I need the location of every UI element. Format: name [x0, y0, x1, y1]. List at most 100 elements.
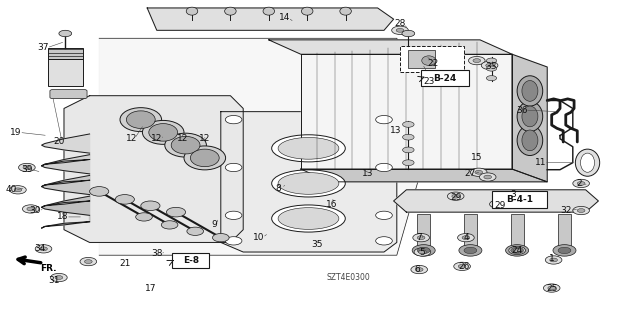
Text: 37: 37: [38, 43, 49, 52]
Text: 10: 10: [253, 233, 265, 242]
Polygon shape: [147, 8, 394, 30]
Bar: [464, 214, 477, 249]
Circle shape: [376, 163, 392, 172]
Circle shape: [166, 207, 186, 217]
Circle shape: [468, 56, 485, 65]
Circle shape: [141, 201, 160, 211]
Ellipse shape: [191, 149, 219, 167]
Circle shape: [161, 221, 178, 229]
Text: 25: 25: [546, 284, 557, 293]
Text: 6: 6: [415, 265, 420, 274]
Circle shape: [84, 260, 92, 263]
Text: 2: 2: [577, 179, 582, 188]
Text: 29: 29: [495, 201, 506, 210]
Text: 11: 11: [535, 158, 547, 167]
Circle shape: [417, 236, 425, 240]
Text: 17: 17: [145, 284, 156, 293]
Text: 24: 24: [511, 246, 523, 255]
Ellipse shape: [142, 121, 184, 145]
Circle shape: [481, 61, 498, 70]
Circle shape: [452, 194, 460, 198]
Text: 14: 14: [279, 13, 291, 22]
Circle shape: [473, 59, 481, 63]
Text: 20: 20: [53, 137, 65, 146]
Circle shape: [458, 234, 474, 242]
Polygon shape: [99, 38, 435, 255]
Circle shape: [577, 182, 585, 185]
Text: 30: 30: [29, 206, 41, 215]
Text: 21: 21: [119, 259, 131, 268]
Circle shape: [545, 256, 562, 264]
Ellipse shape: [272, 135, 346, 162]
Circle shape: [35, 245, 52, 253]
Ellipse shape: [278, 173, 339, 194]
Circle shape: [486, 63, 493, 67]
Circle shape: [553, 245, 576, 256]
Ellipse shape: [272, 205, 346, 232]
Text: 34: 34: [34, 244, 45, 253]
Ellipse shape: [575, 149, 600, 176]
Circle shape: [19, 163, 35, 172]
Circle shape: [403, 147, 414, 153]
Bar: [511, 214, 524, 249]
Polygon shape: [64, 96, 243, 242]
Circle shape: [417, 247, 430, 254]
Circle shape: [513, 249, 521, 252]
Circle shape: [90, 187, 109, 196]
Ellipse shape: [517, 125, 543, 155]
Polygon shape: [221, 112, 397, 252]
Circle shape: [486, 66, 497, 71]
Circle shape: [187, 227, 204, 235]
Ellipse shape: [184, 146, 226, 170]
Circle shape: [558, 247, 571, 254]
Bar: [417, 214, 430, 249]
Circle shape: [511, 247, 524, 254]
Ellipse shape: [165, 133, 206, 157]
Text: 7: 7: [417, 233, 422, 242]
Ellipse shape: [172, 136, 200, 154]
Circle shape: [413, 234, 429, 242]
Ellipse shape: [127, 111, 156, 129]
Text: 28: 28: [394, 19, 406, 28]
Circle shape: [486, 76, 497, 81]
Text: 40: 40: [6, 185, 17, 194]
Text: 4: 4: [463, 233, 468, 242]
Circle shape: [225, 115, 242, 124]
Circle shape: [577, 209, 585, 212]
Circle shape: [80, 257, 97, 266]
Circle shape: [490, 200, 506, 208]
Text: 23: 23: [423, 77, 435, 86]
Bar: [421, 70, 468, 86]
Circle shape: [376, 211, 392, 219]
Circle shape: [486, 58, 497, 63]
Text: 19: 19: [10, 128, 22, 137]
Ellipse shape: [422, 56, 436, 65]
Circle shape: [484, 175, 492, 179]
Text: SZT4E0300: SZT4E0300: [327, 273, 371, 282]
Bar: [558, 214, 571, 249]
Ellipse shape: [522, 130, 538, 151]
Circle shape: [225, 237, 242, 245]
Text: 12: 12: [125, 134, 137, 143]
Circle shape: [573, 206, 589, 215]
Text: 33: 33: [486, 63, 497, 71]
Ellipse shape: [522, 81, 538, 101]
Ellipse shape: [522, 106, 538, 127]
Bar: [172, 253, 209, 268]
Polygon shape: [42, 134, 90, 166]
Text: 12: 12: [177, 134, 188, 143]
Ellipse shape: [263, 7, 275, 15]
Polygon shape: [42, 175, 90, 207]
Polygon shape: [512, 54, 547, 182]
Text: 9: 9: [212, 220, 217, 229]
Circle shape: [23, 166, 31, 169]
Circle shape: [459, 245, 482, 256]
Text: 22: 22: [427, 59, 438, 68]
Bar: [408, 50, 435, 68]
Circle shape: [543, 284, 560, 292]
Ellipse shape: [148, 124, 178, 141]
Text: 29: 29: [450, 193, 461, 202]
Circle shape: [403, 160, 414, 166]
Circle shape: [470, 168, 487, 176]
Circle shape: [414, 248, 431, 256]
